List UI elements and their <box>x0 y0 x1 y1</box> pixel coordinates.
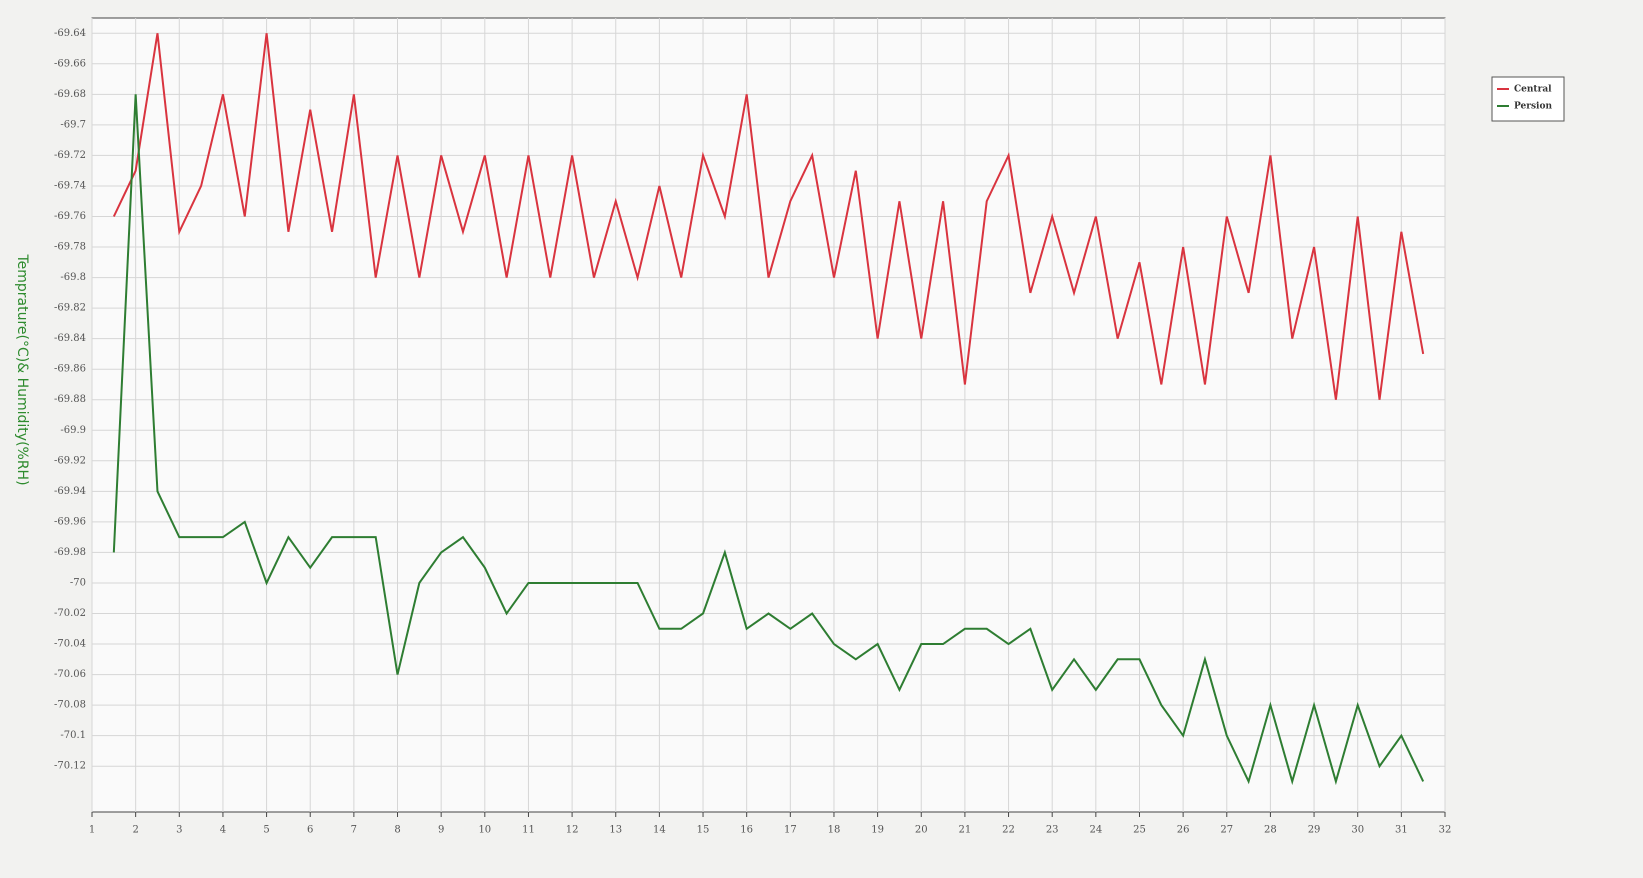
y-tick-label: -69.88 <box>54 394 86 405</box>
x-tick-label: 4 <box>220 825 226 836</box>
x-tick-label: 29 <box>1308 825 1321 836</box>
y-tick-label: -70.04 <box>54 639 86 650</box>
x-tick-label: 25 <box>1133 825 1146 836</box>
x-tick-label: 11 <box>522 825 535 836</box>
plot-area <box>91 17 1446 813</box>
x-tick-label: 16 <box>740 825 753 836</box>
x-tick-label: 19 <box>871 825 884 836</box>
y-tick-label: -69.72 <box>54 150 86 161</box>
x-tick-label: 24 <box>1089 825 1102 836</box>
y-tick-label: -70.06 <box>54 669 86 680</box>
legend-label: Central <box>1514 85 1552 95</box>
x-tick-label: 23 <box>1046 825 1059 836</box>
x-tick-label: 7 <box>351 825 357 836</box>
x-tick-label: 27 <box>1220 825 1233 836</box>
y-tick-label: -69.64 <box>54 28 86 39</box>
x-tick-label: 18 <box>828 825 841 836</box>
x-tick-label: 12 <box>566 825 579 836</box>
y-axis-title: Temprature(°C)& Humidity(%RH) <box>14 253 30 485</box>
y-tick-label: -70.08 <box>54 700 86 711</box>
y-tick-label: -69.82 <box>54 303 86 314</box>
x-tick-label: 10 <box>478 825 491 836</box>
x-tick-label: 2 <box>132 825 138 836</box>
y-tick-label: -70.12 <box>54 761 86 772</box>
x-tick-label: 22 <box>1002 825 1015 836</box>
y-tick-label: -69.76 <box>54 211 86 222</box>
y-tick-label: -70 <box>70 577 86 588</box>
x-tick-label: 5 <box>263 825 269 836</box>
y-tick-label: -69.8 <box>60 272 86 283</box>
legend-box <box>1491 76 1565 122</box>
y-tick-label: -69.74 <box>54 180 86 191</box>
y-tick-label: -69.68 <box>54 89 86 100</box>
y-tick-label: -69.94 <box>54 486 86 497</box>
x-tick-label: 15 <box>697 825 710 836</box>
x-tick-label: 8 <box>394 825 400 836</box>
x-tick-label: 13 <box>609 825 622 836</box>
x-tick-label: 32 <box>1439 825 1452 836</box>
y-tick-label: -69.98 <box>54 547 86 558</box>
legend-label: Persion <box>1514 102 1552 112</box>
x-tick-label: 3 <box>176 825 182 836</box>
x-tick-label: 31 <box>1395 825 1408 836</box>
x-tick-label: 9 <box>438 825 444 836</box>
y-tick-label: -69.78 <box>54 242 86 253</box>
y-tick-label: -70.02 <box>54 608 86 619</box>
y-tick-label: -69.9 <box>60 425 86 436</box>
y-tick-label: -69.92 <box>54 455 86 466</box>
x-tick-label: 17 <box>784 825 797 836</box>
y-tick-label: -69.66 <box>54 58 86 69</box>
x-tick-label: 28 <box>1264 825 1277 836</box>
series-line <box>112 33 1425 400</box>
x-tick-label: 14 <box>653 825 666 836</box>
x-tick-label: 20 <box>915 825 928 836</box>
series-line <box>112 94 1425 786</box>
x-tick-label: 1 <box>89 825 95 836</box>
x-tick-label: 30 <box>1351 825 1364 836</box>
y-tick-label: -69.84 <box>54 333 86 344</box>
x-tick-label: 21 <box>959 825 972 836</box>
y-tick-label: -69.96 <box>54 516 86 527</box>
y-tick-label: -69.7 <box>60 119 86 130</box>
y-tick-label: -70.1 <box>60 730 86 741</box>
x-tick-label: 26 <box>1177 825 1190 836</box>
y-tick-label: -69.86 <box>54 364 86 375</box>
x-tick-label: 6 <box>307 825 313 836</box>
